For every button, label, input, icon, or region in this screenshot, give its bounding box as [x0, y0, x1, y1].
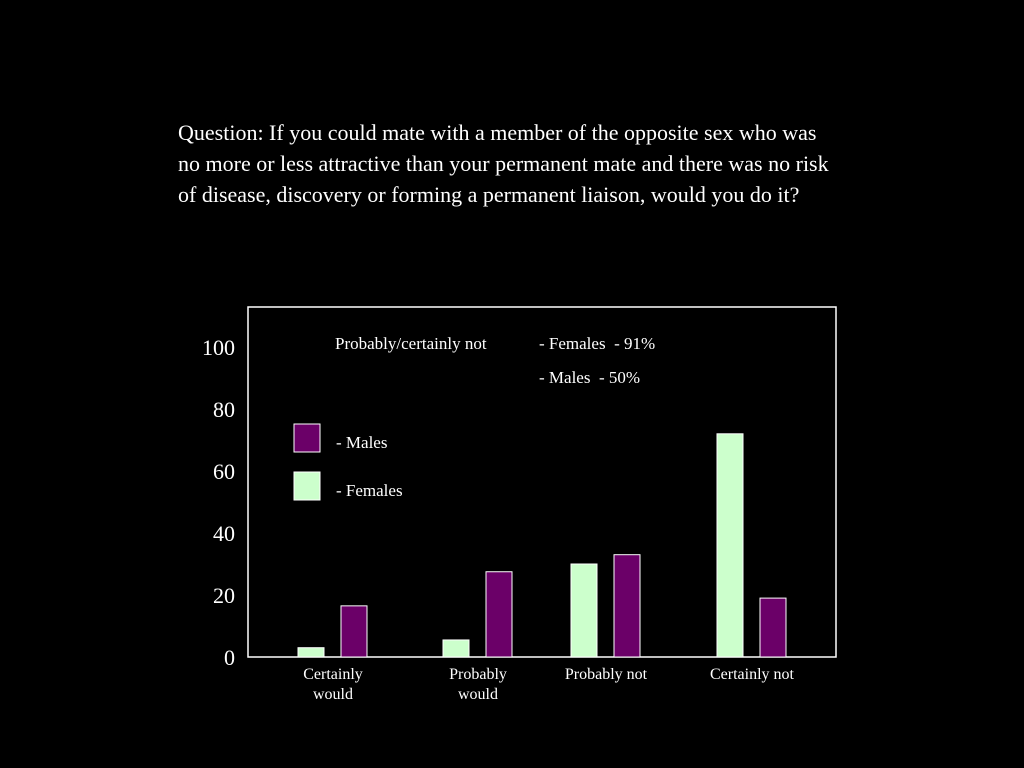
legend-swatch-females — [293, 471, 321, 501]
legend-label-females: - Females — [336, 481, 403, 500]
annotation-females: - Females - 91% — [539, 334, 655, 353]
x-tick-label: Probably would — [449, 666, 507, 703]
bar-females — [297, 647, 325, 658]
legend: - Males - Females — [293, 423, 403, 501]
y-tick-label: 0 — [224, 645, 235, 670]
question-line: Question: If you could mate with a membe… — [178, 120, 817, 145]
question-line: no more or less attractive than your per… — [178, 151, 829, 176]
bar-females — [570, 563, 598, 658]
bars-group — [297, 433, 787, 658]
x-axis-ticks: Certainly would Probably would Probably not C… — [303, 666, 794, 703]
y-tick-label: 40 — [213, 521, 235, 546]
bar-males — [759, 597, 787, 658]
bar-males — [485, 571, 513, 658]
x-tick-label: Certainly would — [303, 666, 363, 703]
question-text: Question: If you could mate with a membe… — [178, 117, 968, 210]
x-tick-label: Certainly not — [710, 666, 795, 683]
plot-frame — [247, 306, 837, 658]
annotation-label: Probably/certainly not — [335, 334, 487, 353]
y-tick-label: 80 — [213, 397, 235, 422]
y-axis-ticks: 0 20 40 60 80 100 — [202, 335, 235, 670]
annotation-males: - Males - 50% — [539, 368, 640, 387]
bar-males — [613, 554, 641, 658]
legend-label-males: - Males — [336, 433, 387, 452]
legend-swatch-males — [293, 423, 321, 453]
y-tick-label: 20 — [213, 583, 235, 608]
bar-males — [340, 605, 368, 658]
x-tick-label: Probably not — [565, 666, 648, 683]
y-tick-label: 60 — [213, 459, 235, 484]
bar-females — [716, 433, 744, 658]
y-tick-label: 100 — [202, 335, 235, 360]
bar-females — [442, 639, 470, 658]
question-line: of disease, discovery or forming a perma… — [178, 182, 800, 207]
